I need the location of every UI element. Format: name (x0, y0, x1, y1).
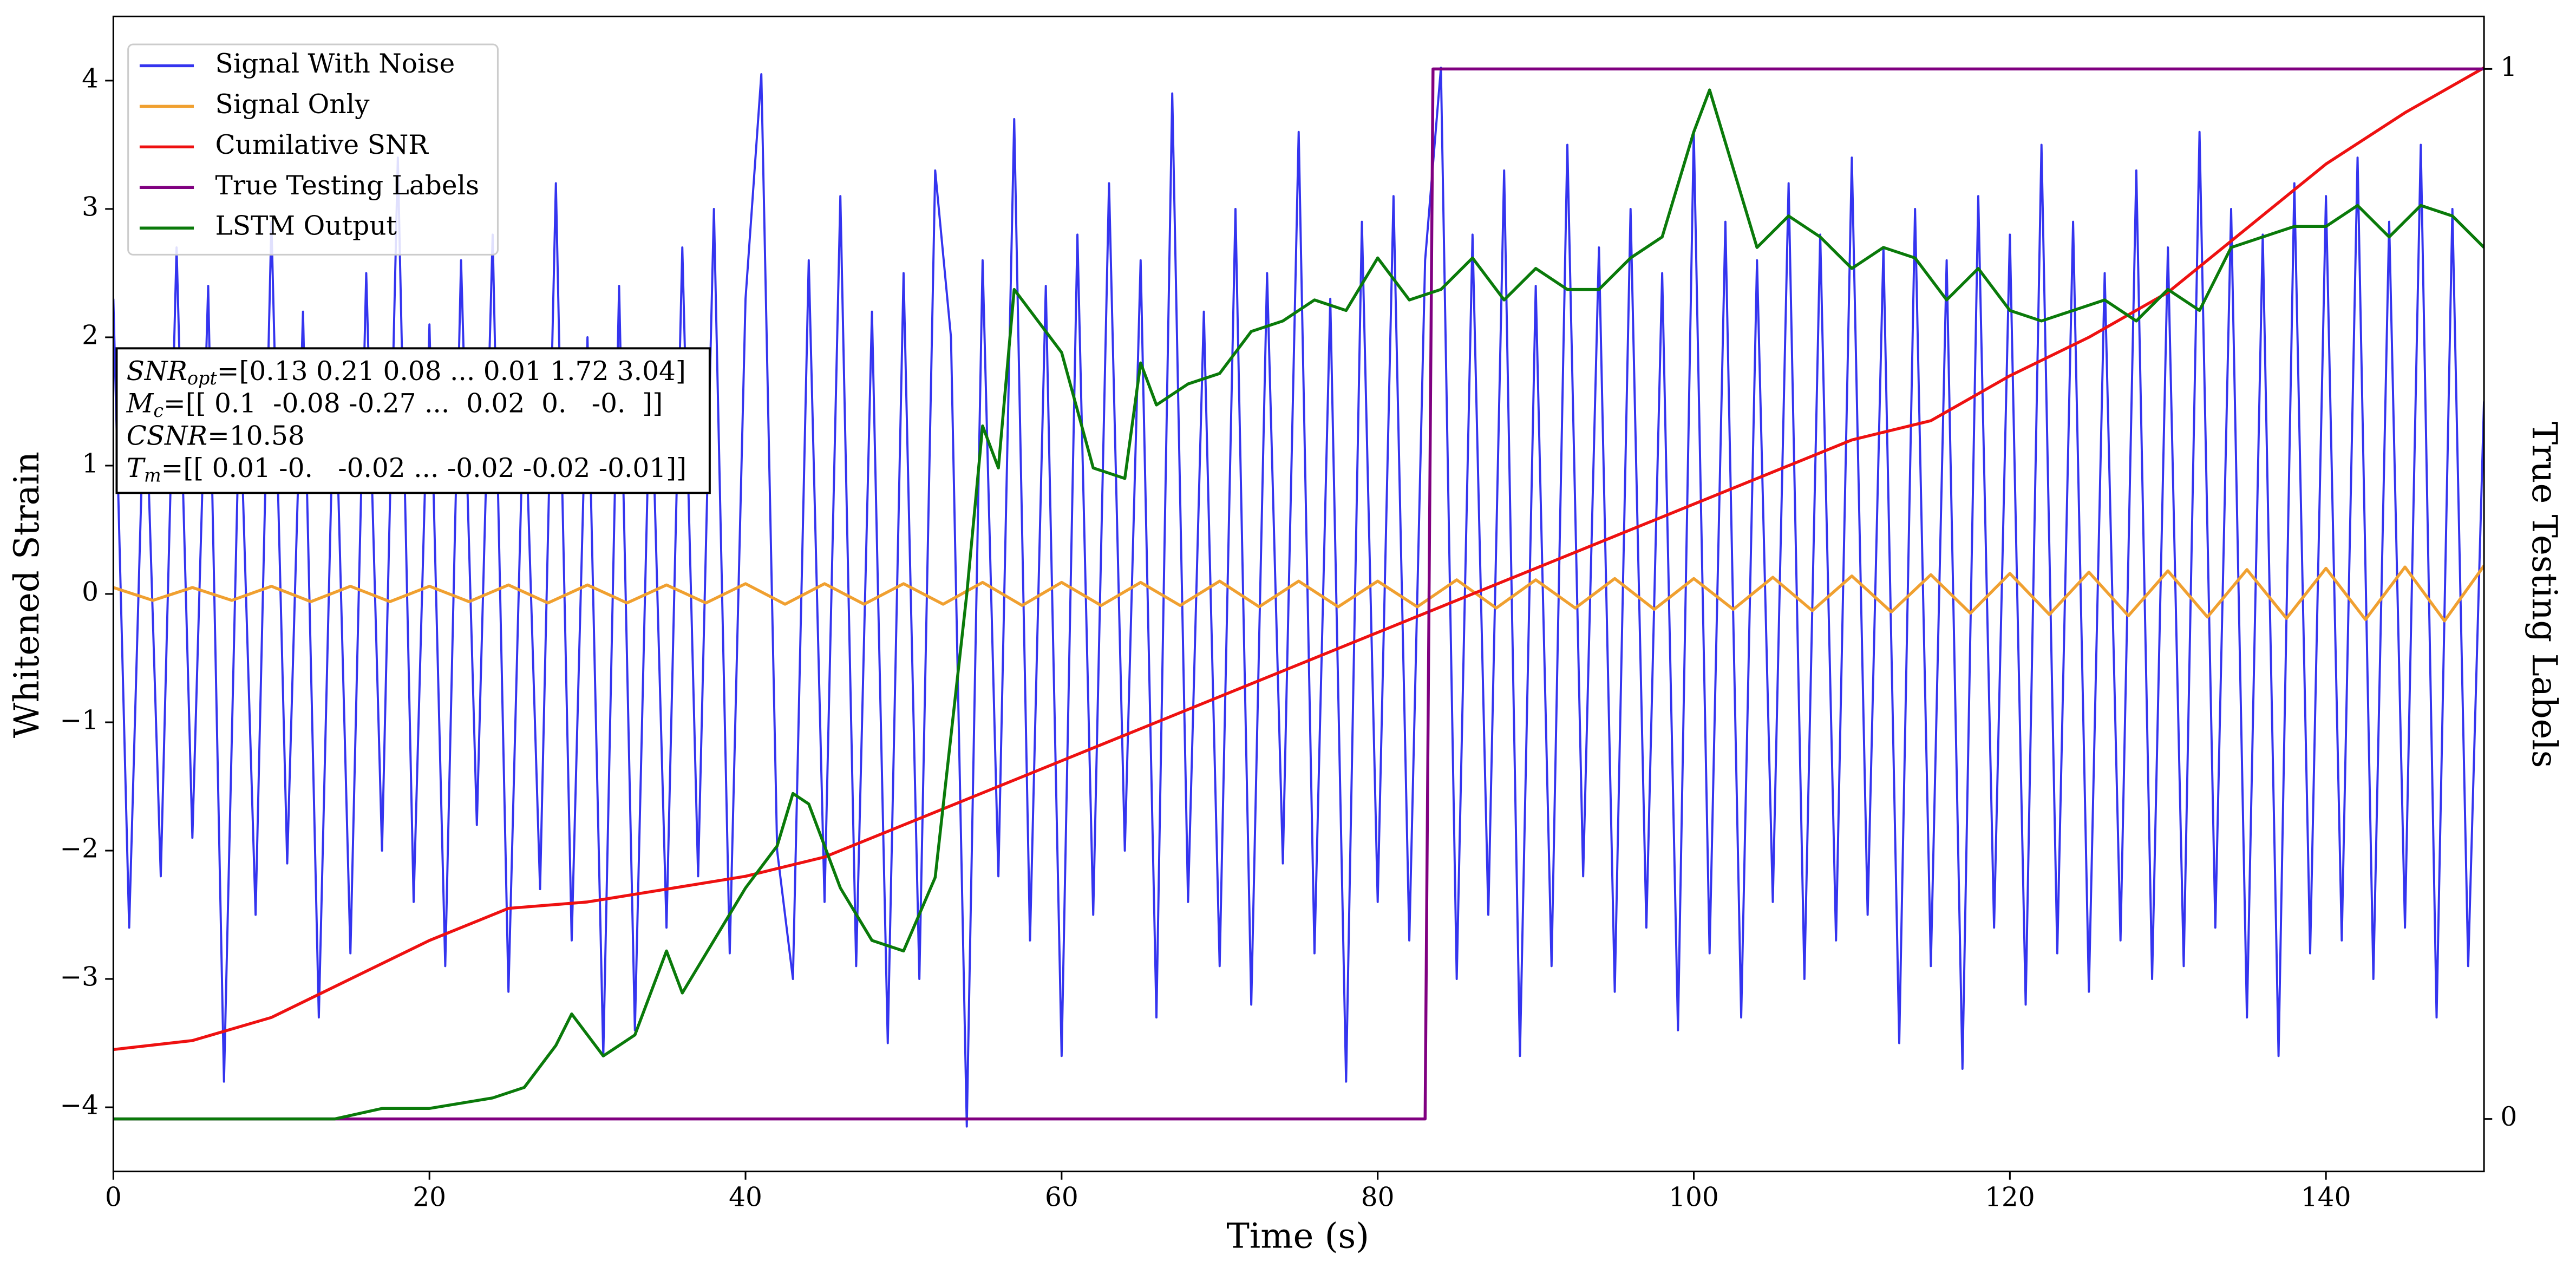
plot-area (113, 66, 2485, 1128)
annotation: CSNR=10.58 (127, 421, 305, 451)
x-tick-label: 60 (1045, 1182, 1078, 1213)
legend-label: Cumilative SNR (215, 130, 429, 160)
x-tick-label: 80 (1361, 1182, 1395, 1213)
y-tick-label: −1 (60, 705, 99, 736)
annotation-symbol: SNR (127, 356, 187, 386)
series-line (113, 67, 2485, 1128)
legend-label: True Testing Labels (215, 171, 480, 201)
annotation: Mc=[[ 0.1 -0.08 -0.27 ... 0.02 0. -0. ]] (126, 388, 663, 421)
annotation-text: =10.58 (207, 421, 305, 451)
series-line (113, 88, 2485, 1121)
x-tick-label: 100 (1669, 1182, 1719, 1213)
y2-tick-label: 1 (2500, 52, 2517, 82)
y-tick-label: 0 (82, 577, 99, 607)
annotation-text: =[[ 0.1 -0.08 -0.27 ... 0.02 0. -0. ]] (164, 388, 663, 419)
annotation-symbol: CSNR (127, 421, 207, 451)
legend-label: Signal With Noise (215, 49, 455, 79)
y2-axis-label: True Testing Labels (2524, 422, 2564, 768)
y-tick-label: −4 (60, 1090, 99, 1121)
y2-tick-label: 0 (2500, 1102, 2517, 1132)
x-tick-label: 20 (413, 1182, 446, 1213)
y-axis-label: Whitened Strain (7, 452, 47, 738)
x-tick-label: 0 (105, 1182, 122, 1213)
annotation-text: =[0.13 0.21 0.08 ... 0.01 1.72 3.04] (217, 356, 686, 386)
x-axis-label: Time (s) (1226, 1217, 1369, 1257)
annotation-symbol: T (127, 453, 146, 484)
y-tick-label: −3 (60, 962, 99, 992)
y-tick-label: −2 (60, 834, 99, 864)
annotation: SNRopt=[0.13 0.21 0.08 ... 0.01 1.72 3.0… (127, 356, 686, 389)
annotation-text: =[[ 0.01 -0. -0.02 ... -0.02 -0.02 -0.01… (161, 453, 687, 484)
y-tick-label: 4 (82, 63, 99, 94)
legend-label: LSTM Output (215, 211, 397, 241)
annotation: Tm=[[ 0.01 -0. -0.02 ... -0.02 -0.02 -0.… (127, 453, 687, 486)
annotation-box (115, 347, 711, 494)
series-line (113, 66, 2485, 1051)
y-tick-label: 2 (82, 320, 99, 350)
series-line (113, 565, 2485, 623)
x-tick-label: 120 (1985, 1182, 2035, 1213)
x-tick-label: 40 (729, 1182, 762, 1213)
series-line (113, 67, 2485, 1121)
annotation-subscript: m (144, 465, 161, 486)
y-tick-label: 1 (82, 448, 99, 479)
legend-label: Signal Only (215, 89, 370, 120)
annotation-subscript: opt (187, 368, 217, 389)
legend-box (127, 43, 499, 256)
x-tick-label: 140 (2301, 1182, 2351, 1213)
y-tick-label: 3 (82, 192, 99, 222)
annotation-subscript: c (153, 400, 164, 421)
annotation-symbol: M (126, 388, 154, 419)
